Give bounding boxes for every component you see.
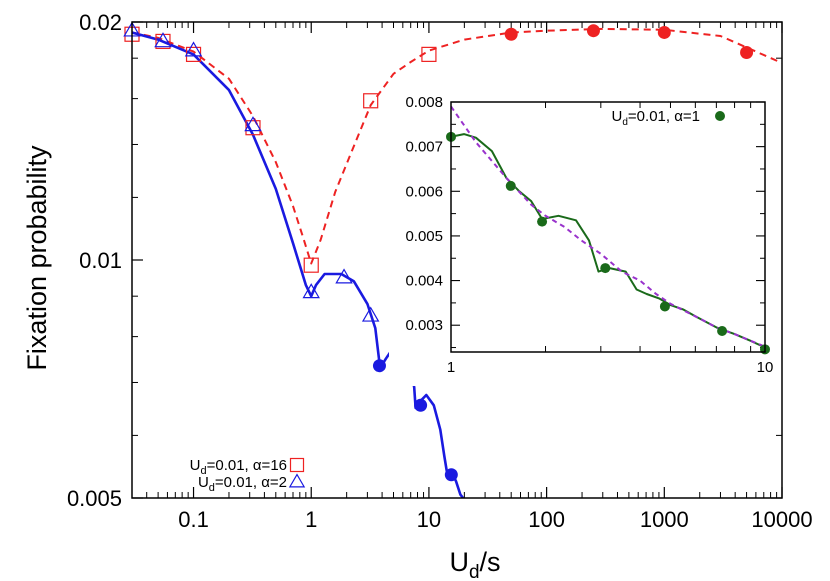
- filled-circle-point: [504, 27, 518, 41]
- main-frame: [131, 21, 783, 499]
- inset-x-tick-label: 1: [447, 359, 455, 376]
- x-tick-label: 1000: [640, 507, 689, 532]
- filled-circle-point: [586, 24, 600, 38]
- inset-green-point: [659, 301, 670, 312]
- y-axis-label: Fixation probability: [22, 145, 52, 371]
- inset-x-tick-label: 10: [757, 359, 774, 376]
- open-triangle-point: [184, 41, 203, 57]
- inset-legend-label: Ud=0.01, α=1: [612, 108, 700, 128]
- inset-axes: 1 10 0.003 0.004 0.005 0.006 0.007 0.008: [405, 94, 773, 376]
- inset-frame: [450, 101, 766, 353]
- inset-panel: 1 10 0.003 0.004 0.005 0.006 0.007 0.008: [389, 90, 785, 386]
- inset-y-tick-label: 0.004: [405, 273, 443, 290]
- inset-green-point: [600, 263, 611, 274]
- red-dashed-curve: [132, 27, 782, 265]
- inset-y-tick-label: 0.007: [405, 139, 443, 156]
- inset-y-tick-label: 0.005: [405, 228, 443, 245]
- inset-y-tick-label: 0.008: [405, 94, 443, 111]
- filled-circle-point: [444, 468, 458, 482]
- open-triangle-point: [361, 306, 380, 322]
- inset-green-point: [717, 326, 728, 337]
- legend-marker-triangle: [288, 473, 306, 488]
- inset-y-tick-label: 0.003: [405, 317, 443, 334]
- open-triangle-point: [154, 32, 172, 48]
- open-square-point: [363, 93, 379, 109]
- inset-markers: [446, 131, 770, 355]
- legend-label-alpha2: Ud=0.01, α=2: [198, 474, 287, 494]
- filled-circle-point: [740, 46, 754, 60]
- filled-circle-point: [657, 25, 671, 39]
- x-tick-label: 10: [417, 507, 441, 532]
- open-triangle-point: [335, 268, 353, 284]
- inset-green-point: [505, 180, 516, 191]
- x-axis-label: Ud/s: [449, 547, 500, 581]
- legend-label-alpha16: Ud=0.01, α=16: [190, 457, 287, 477]
- main-axes: 0.1 1 10 100 1000 10000 0.005 0.01 0.02: [67, 10, 813, 532]
- open-square-point: [421, 46, 437, 62]
- inset-y-tick-label: 0.006: [405, 183, 443, 200]
- inset-green-point: [537, 216, 548, 227]
- x-tick-label: 100: [528, 507, 565, 532]
- x-tick-label: 1: [305, 507, 317, 532]
- x-tick-label: 0.1: [178, 507, 209, 532]
- inset-legend-marker: [715, 111, 725, 121]
- legend-marker-square: [289, 457, 305, 473]
- open-triangle-point: [244, 116, 262, 132]
- filled-circle-point: [372, 359, 386, 373]
- y-tick-label: 0.005: [67, 486, 122, 511]
- x-tick-label: 10000: [751, 507, 812, 532]
- y-tick-label: 0.02: [79, 10, 122, 35]
- open-square-point: [245, 120, 261, 136]
- open-triangle-point: [302, 283, 320, 299]
- y-tick-label: 0.01: [79, 248, 122, 273]
- open-square-point: [303, 257, 319, 273]
- filled-circle-point: [414, 398, 428, 412]
